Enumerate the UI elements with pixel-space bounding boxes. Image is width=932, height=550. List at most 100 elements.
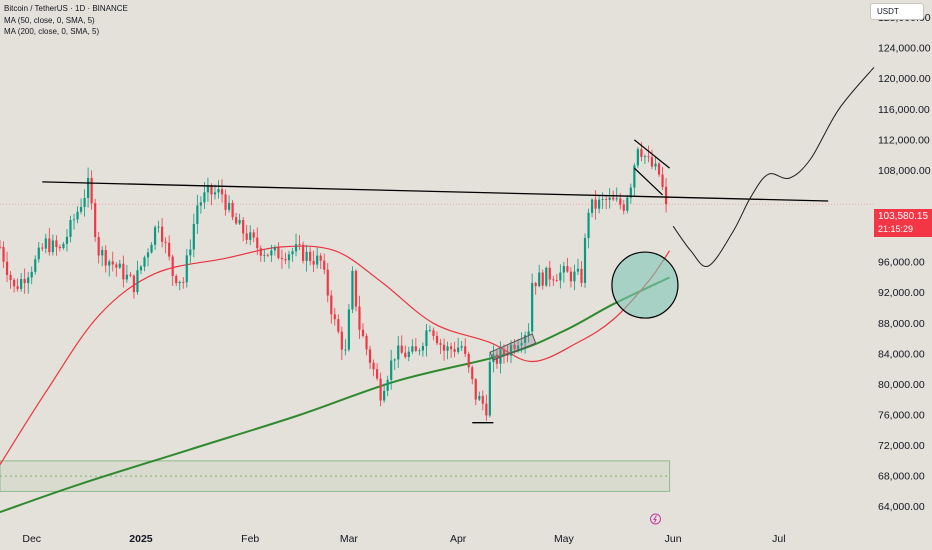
candle-body	[657, 163, 661, 175]
candle-body	[284, 259, 287, 261]
candle-body	[580, 268, 583, 283]
candle-body	[432, 330, 435, 336]
candle-body	[136, 270, 139, 293]
candle-body	[478, 395, 481, 400]
candle-body	[69, 220, 72, 237]
candle-body	[30, 271, 33, 278]
candle-body	[319, 255, 322, 261]
candle-body	[351, 270, 354, 310]
golden-cross-circle	[611, 251, 679, 319]
candle-body	[115, 264, 118, 268]
candle-body	[340, 331, 343, 350]
candle-body	[471, 367, 474, 380]
flag-line-1	[633, 139, 670, 169]
candle-body	[309, 251, 312, 261]
candle-body	[425, 330, 428, 347]
candle-body	[37, 247, 40, 260]
candle-body	[108, 261, 111, 266]
candle-body	[502, 349, 506, 355]
candle-body	[538, 272, 541, 287]
candle-body	[139, 266, 143, 271]
candle-body	[55, 240, 58, 248]
price-tick-label: 96,000.00	[878, 257, 925, 269]
ma50-layer	[0, 245, 671, 466]
candle-body	[347, 309, 350, 350]
candle-body	[608, 197, 611, 200]
price-tick-label: 64,000.00	[878, 501, 925, 513]
candle-body	[224, 194, 227, 210]
candle-body	[48, 238, 51, 253]
candle-body	[481, 395, 484, 404]
candle-body	[62, 243, 65, 249]
candle-body	[404, 352, 407, 358]
time-axis[interactable]: Dec 2025 Feb Mar Apr May Jun Jul	[22, 513, 786, 545]
candle-body	[559, 272, 562, 281]
candle-body	[157, 226, 160, 228]
candle-body	[520, 343, 523, 346]
candle-body	[20, 278, 23, 289]
candle-body	[548, 267, 551, 280]
candle-body	[573, 271, 576, 282]
candle-body	[615, 198, 618, 200]
candle-body	[9, 274, 12, 280]
candle-body	[189, 249, 192, 256]
candle-body	[619, 198, 622, 205]
candle-body	[235, 217, 238, 224]
ma200-legend[interactable]: MA (200, close, 0, SMA, 5)	[4, 27, 100, 36]
candle-body	[506, 354, 509, 356]
candle-body	[245, 233, 248, 240]
candle-body	[301, 244, 305, 261]
candle-body	[316, 255, 319, 265]
chart-legend: Bitcoin / TetherUS · 1D · BINANCE MA (50…	[4, 3, 128, 38]
candle-body	[58, 247, 62, 249]
candle-body	[474, 379, 477, 400]
candle-body	[129, 274, 132, 276]
candle-body	[111, 261, 114, 265]
candle-body	[164, 241, 167, 243]
candle-body	[654, 163, 657, 167]
candle-body	[101, 249, 104, 256]
candle-body	[562, 266, 565, 273]
candle-body	[79, 206, 83, 212]
candle-body	[259, 248, 262, 256]
candle-body	[280, 258, 284, 260]
candle-body	[333, 314, 336, 320]
symbol-title[interactable]: Bitcoin / TetherUS · 1D · BINANCE	[4, 4, 128, 13]
price-tick-label: 92,000.00	[878, 287, 925, 299]
candle-body	[383, 390, 386, 401]
candle-body	[590, 199, 594, 213]
candle-body	[44, 238, 47, 249]
candle-body	[640, 149, 643, 157]
ma50-legend[interactable]: MA (50, close, 0, SMA, 5)	[4, 15, 95, 25]
candle-body	[231, 202, 234, 218]
candle-body	[513, 344, 516, 350]
price-tick-label: 108,000.00	[878, 165, 931, 177]
candle-body	[661, 174, 664, 187]
candle-body	[612, 197, 615, 200]
candle-body	[34, 259, 37, 272]
candle-body	[252, 232, 255, 238]
candle-body	[446, 346, 449, 351]
time-tick-label: Jul	[772, 533, 785, 545]
candle-body	[664, 186, 668, 205]
candle-body	[457, 347, 460, 352]
candle-body	[605, 199, 608, 200]
candle-body	[439, 343, 442, 345]
price-tick-label: 116,000.00	[878, 104, 930, 116]
candle-body	[534, 282, 537, 287]
candle-body	[72, 219, 76, 221]
candle-body	[41, 247, 44, 249]
projection-path	[672, 66, 875, 268]
demand-zone	[0, 460, 671, 492]
candle-body	[23, 278, 26, 284]
currency-button[interactable]: USDT	[870, 3, 924, 20]
candle-body	[467, 353, 470, 368]
candle-body	[601, 199, 604, 200]
time-tick-label: Jun	[665, 533, 682, 545]
candle-body	[326, 269, 329, 296]
candle-body	[386, 379, 389, 391]
candle-body	[358, 306, 361, 330]
price-axis[interactable]: 128,000.00124,000.00120,000.00116,000.00…	[878, 12, 931, 513]
candle-body	[365, 336, 368, 350]
